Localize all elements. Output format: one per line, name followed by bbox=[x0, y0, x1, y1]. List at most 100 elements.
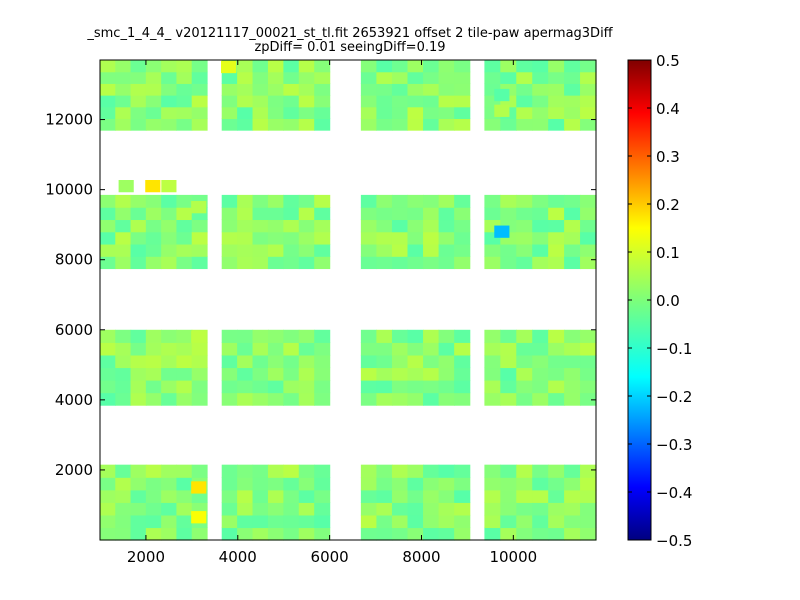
heatmap-cell bbox=[500, 256, 517, 270]
heatmap-cell bbox=[191, 243, 208, 257]
heatmap-cell bbox=[376, 392, 393, 406]
heatmap-cell bbox=[548, 71, 565, 84]
heatmap-cell bbox=[548, 464, 565, 478]
heatmap-cell bbox=[191, 380, 208, 394]
heatmap-cell bbox=[283, 256, 300, 270]
heatmap-cell bbox=[161, 71, 178, 84]
colorbar-tick-label: −0.3 bbox=[656, 436, 692, 454]
heatmap-cell bbox=[500, 118, 517, 131]
heatmap-cell bbox=[438, 256, 455, 270]
heatmap-cell bbox=[438, 194, 455, 208]
heatmap-cell bbox=[360, 95, 378, 108]
colorbar-tick-label: −0.2 bbox=[656, 388, 692, 406]
heatmap-cell bbox=[145, 527, 162, 541]
heatmap-cell bbox=[221, 231, 238, 245]
heatmap-cell bbox=[298, 380, 315, 394]
heatmap-cell bbox=[283, 83, 300, 96]
heatmap-cell bbox=[314, 60, 331, 73]
heatmap-cell bbox=[500, 354, 517, 369]
heatmap-cell bbox=[548, 60, 565, 73]
heatmap-cell bbox=[454, 243, 471, 257]
heatmap-cell bbox=[221, 106, 238, 119]
heatmap-cell bbox=[532, 354, 549, 369]
heatmap-cell bbox=[161, 502, 178, 516]
heatmap-cell bbox=[298, 354, 315, 369]
heatmap-cell bbox=[115, 219, 132, 233]
heatmap-cell bbox=[237, 392, 254, 406]
heatmap-cell bbox=[221, 329, 238, 343]
heatmap-cell bbox=[484, 256, 501, 270]
heatmap-cell bbox=[548, 219, 565, 233]
heatmap-cell bbox=[580, 464, 597, 478]
heatmap-cell bbox=[423, 502, 440, 516]
heatmap-cell bbox=[221, 514, 238, 529]
heatmap-cell bbox=[130, 367, 147, 381]
heatmap-cell-outlier bbox=[494, 225, 510, 238]
heatmap-cell bbox=[423, 367, 440, 381]
heatmap-cell bbox=[548, 342, 565, 356]
heatmap-cell bbox=[516, 118, 533, 131]
heatmap-cell bbox=[423, 95, 440, 108]
heatmap-cell bbox=[423, 243, 440, 257]
heatmap-cell bbox=[454, 367, 471, 381]
heatmap-cell bbox=[484, 118, 501, 131]
y-tick-label: 10000 bbox=[45, 181, 93, 199]
heatmap-cell bbox=[283, 367, 300, 381]
heatmap-cell bbox=[376, 477, 393, 491]
heatmap-cell bbox=[115, 392, 132, 406]
heatmap-cell bbox=[391, 380, 409, 394]
heatmap-cell bbox=[391, 219, 409, 233]
heatmap-cell bbox=[564, 354, 581, 369]
heatmap-cell bbox=[191, 367, 208, 381]
heatmap-cell bbox=[391, 477, 409, 491]
heatmap-cell bbox=[161, 95, 178, 108]
heatmap-cell bbox=[237, 194, 254, 208]
heatmap-cell bbox=[360, 60, 378, 73]
heatmap-cell bbox=[115, 367, 132, 381]
heatmap-cell bbox=[115, 489, 132, 503]
heatmap-cell bbox=[314, 489, 331, 503]
heatmap-cell bbox=[423, 354, 440, 369]
heatmap-cell bbox=[115, 464, 132, 478]
heatmap-cell bbox=[145, 243, 162, 257]
heatmap-cell bbox=[115, 71, 132, 84]
colorbar-tick-label: 0.3 bbox=[656, 148, 680, 166]
heatmap-cell bbox=[130, 502, 147, 516]
heatmap-cell bbox=[267, 342, 284, 356]
heatmap-cell bbox=[314, 231, 331, 245]
heatmap-cell bbox=[438, 527, 455, 541]
colorbar-tick-label: −0.1 bbox=[656, 340, 692, 358]
heatmap-cell bbox=[516, 380, 533, 394]
heatmap-cell bbox=[500, 207, 517, 221]
heatmap-cell bbox=[500, 489, 517, 503]
heatmap-cell bbox=[360, 514, 378, 529]
heatmap-cell bbox=[237, 489, 254, 503]
heatmap-cell bbox=[500, 514, 517, 529]
heatmap-cell bbox=[221, 194, 238, 208]
heatmap-cell bbox=[516, 95, 533, 108]
heatmap-cell bbox=[252, 342, 269, 356]
heatmap-cell bbox=[407, 502, 424, 516]
heatmap-cell bbox=[532, 106, 549, 119]
heatmap-cell bbox=[423, 329, 440, 343]
heatmap-cell bbox=[145, 256, 162, 270]
heatmap-cell bbox=[516, 207, 533, 221]
heatmap-cell bbox=[360, 329, 378, 343]
heatmap-cell bbox=[252, 392, 269, 406]
heatmap-cell bbox=[283, 392, 300, 406]
heatmap-cell bbox=[145, 71, 162, 84]
heatmap-cell bbox=[283, 342, 300, 356]
colorbar: 0.5 0.4 0.3 0.2 0.1 0.0 −0.1 −0.2 −0.3 −0.4 −0.5 bbox=[627, 52, 692, 550]
heatmap-cell bbox=[484, 60, 501, 73]
heatmap-cell bbox=[580, 60, 597, 73]
heatmap-cell bbox=[100, 207, 116, 221]
heatmap-cell bbox=[438, 329, 455, 343]
colorbar-tick-label: −0.4 bbox=[656, 484, 692, 502]
heatmap-cell bbox=[176, 367, 193, 381]
heatmap-cell bbox=[360, 527, 378, 541]
heatmap-cell bbox=[376, 243, 393, 257]
heatmap-cell bbox=[298, 71, 315, 84]
heatmap-cell bbox=[391, 231, 409, 245]
heatmap-cell bbox=[267, 502, 284, 516]
heatmap-cell bbox=[176, 477, 193, 491]
